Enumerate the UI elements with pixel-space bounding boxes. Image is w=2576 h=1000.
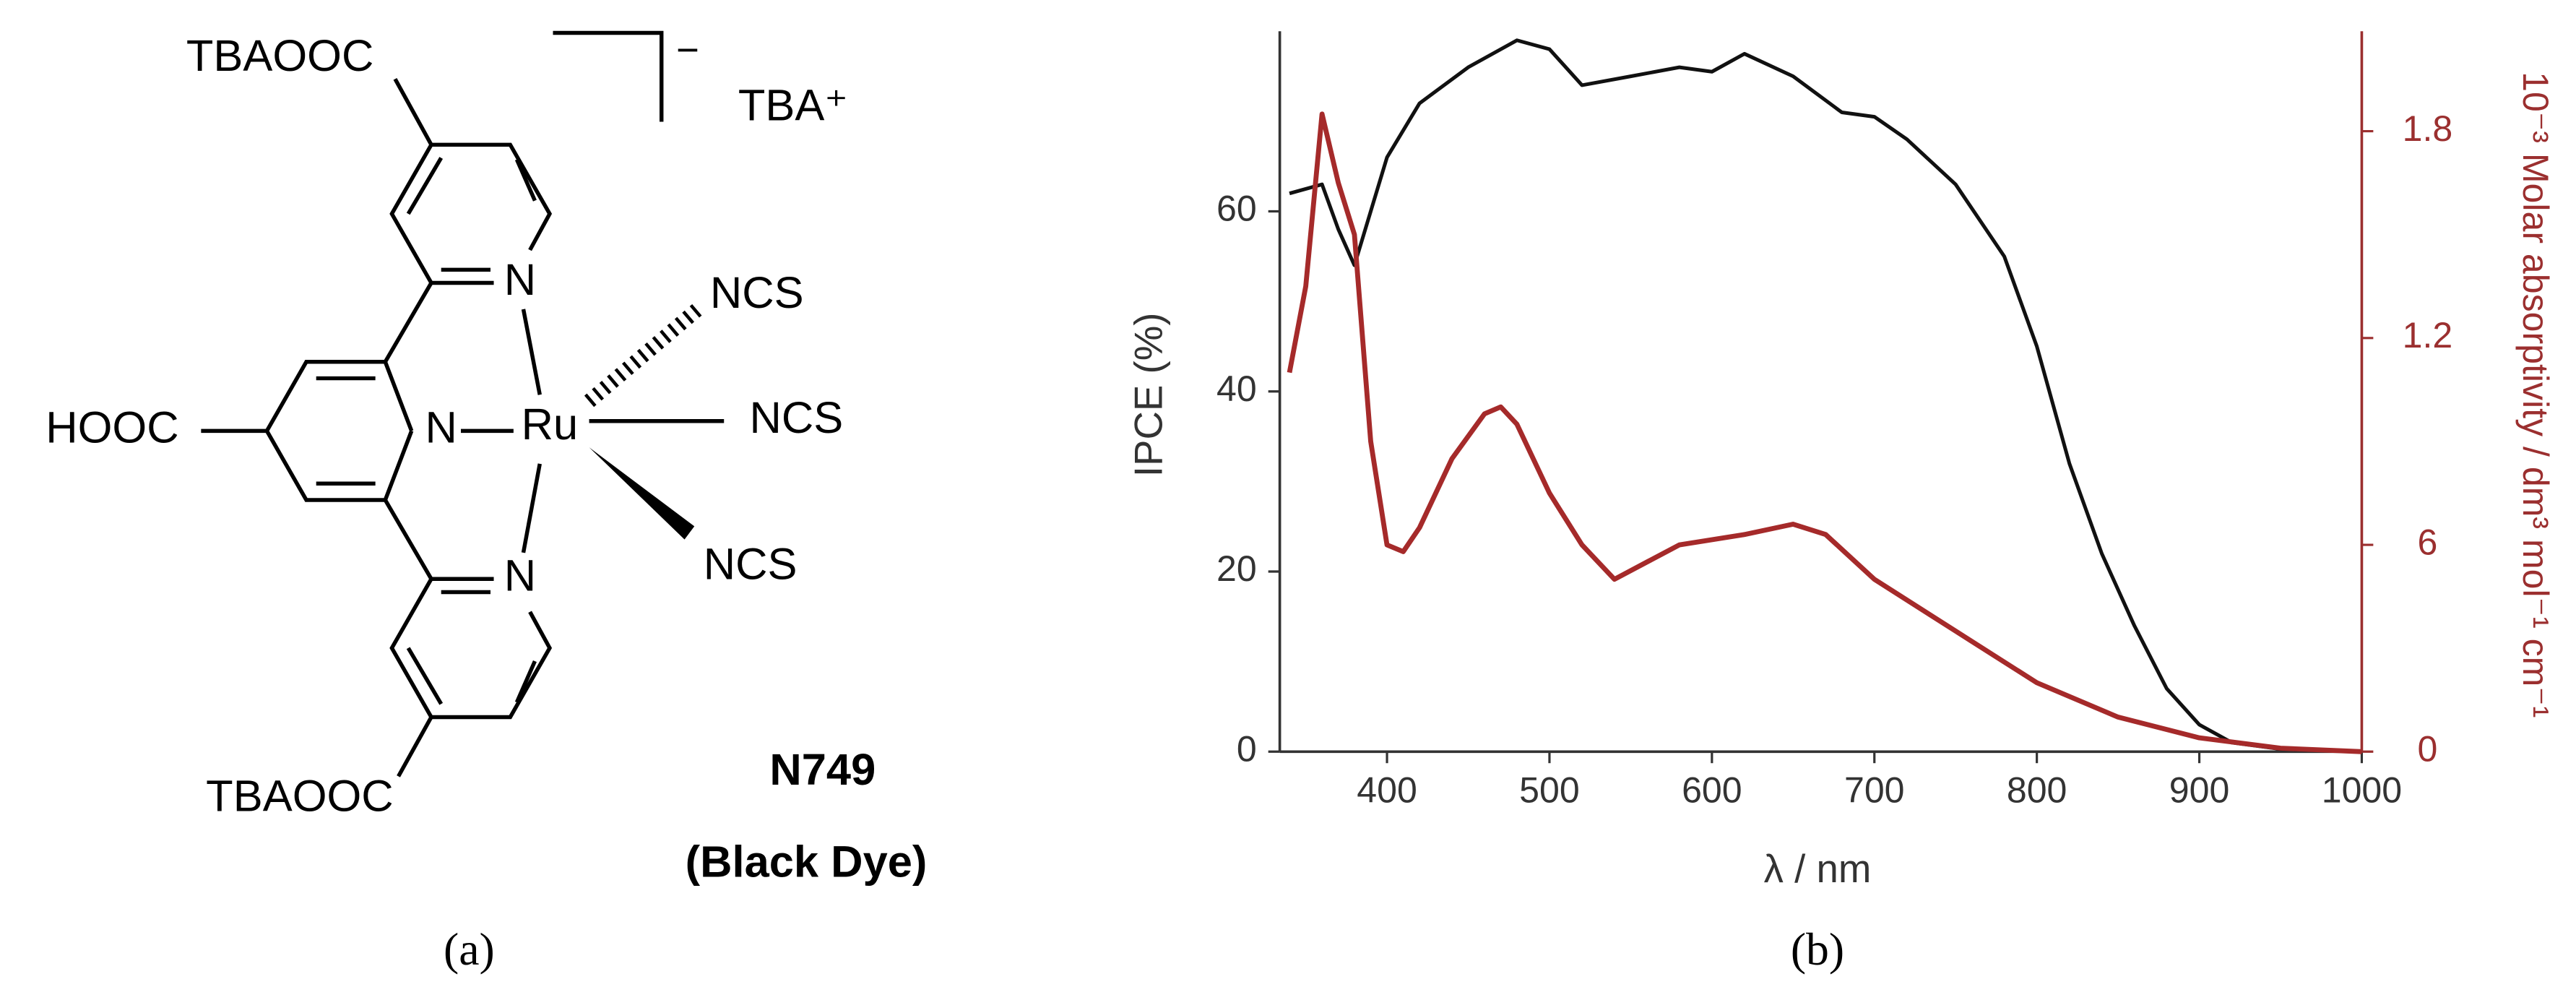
structure-bonds [201,30,725,777]
bond [521,463,542,553]
bond [514,158,537,202]
structure-label: NCS [710,268,804,318]
bond [383,282,433,363]
bond [521,309,542,395]
bond [393,77,433,146]
x-tick-label: 400 [1357,770,1417,810]
x-axis-label: λ / nm [1764,847,1872,891]
structure-label: − [676,27,699,72]
bond [264,360,414,502]
y-tick-label: 20 [1216,548,1257,589]
bracket [553,30,664,122]
x-tick-label: 500 [1519,770,1580,810]
structure-label: N749 [769,745,876,795]
structure-label: HOOC [46,403,178,453]
structure-label: N [425,403,457,453]
bond [406,647,444,705]
structure-label: NCS [750,393,844,443]
caption: (a) [444,923,495,975]
y-tick-label: 0 [1237,728,1257,769]
hashed-bond [584,303,703,408]
y2-axis-label: 10⁻³ Molar absorptivity / dm³ mol⁻¹ cm⁻¹ [2515,72,2556,717]
y2-tick-label: 0 [2418,728,2438,769]
structure-label: TBAOOC [206,772,394,822]
structure-label: N [504,255,536,305]
x-tick-label: 600 [1682,770,1742,810]
data-line [1289,38,2362,754]
y-axis-label: IPCE (%) [1127,313,1171,478]
caption: (b) [1791,923,1844,975]
x-tick-label: 900 [2169,770,2230,810]
x-tick-label: 1000 [2322,770,2402,810]
y-tick-label: 40 [1216,368,1257,409]
wedge-bond [589,447,695,540]
y2-tick-label: 1.8 [2403,108,2453,149]
structure-label: NCS [704,540,798,590]
bond [514,660,537,704]
y2-tick-label: 6 [2418,522,2438,562]
structure-label: (Black Dye) [686,837,928,887]
x-tick-label: 800 [2007,770,2067,810]
structure-label: Ru [522,400,579,449]
bond [383,499,433,580]
x-tick-label: 700 [1844,770,1905,810]
data-line [1287,111,2362,754]
structure-label: TBAOOC [186,31,374,81]
structure-label: N [504,551,536,600]
structure-label: TBA⁺ [738,80,848,130]
y2-tick-label: 1.2 [2403,315,2453,355]
y-tick-label: 60 [1216,189,1257,229]
bond [397,716,433,777]
bond [406,157,444,215]
